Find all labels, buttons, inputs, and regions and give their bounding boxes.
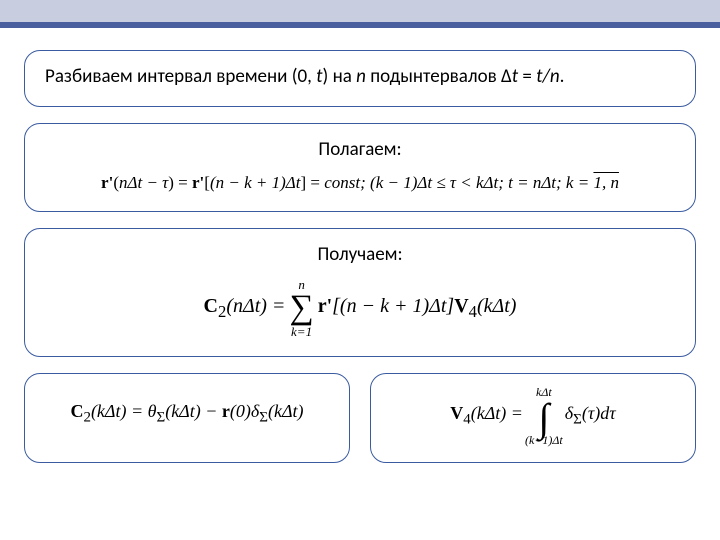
sum-expression: C2(nΔt) = n ∑ k=1 r'[(n − k + 1)Δt]V4(kΔ… — [204, 278, 517, 338]
f2-range: 1, n — [593, 173, 619, 192]
v4l-arg: (kΔt) = — [471, 403, 523, 423]
header-banner — [0, 0, 720, 28]
delta-sub: Σ — [259, 410, 268, 426]
integral-expression: V4(kΔt) = kΔt ∫ (k−1)Δt δΣ(τ)dτ — [450, 386, 616, 446]
f2-r2: r' — [192, 173, 204, 192]
intro-pre: Разбиваем интервал времени (0, — [45, 65, 316, 88]
intro-text: Разбиваем интервал времени (0, t) на n п… — [45, 65, 675, 88]
f2-brc: ] = — [300, 173, 324, 192]
v4l-sub: 4 — [463, 412, 471, 428]
intro-mid: ) на — [323, 65, 357, 88]
c2l-sym: C — [70, 401, 83, 421]
intro-n: n — [356, 65, 366, 88]
card-c2: C2(kΔt) = θΣ(kΔt) − r(0)δΣ(kΔt) — [24, 373, 350, 463]
card-assume: Полагаем: r'(nΔt − τ) = r'[(n − k + 1)Δt… — [24, 123, 696, 212]
intro-period: . — [560, 65, 565, 88]
v4-delta-sub: Σ — [573, 412, 582, 428]
intro-tn: t/n — [536, 65, 560, 88]
v-arg: (kΔt) — [477, 295, 517, 317]
f2-sep: ; (k − 1)Δt ≤ τ < kΔt; t = nΔt; k = — [360, 173, 593, 192]
card-row: C2(kΔt) = θΣ(kΔt) − r(0)δΣ(kΔt) V4(kΔt) … — [24, 373, 696, 463]
r-bracket: [(n − k + 1)Δt] — [332, 295, 454, 317]
c2-sym: C — [204, 295, 218, 317]
r-sym: r' — [318, 295, 332, 317]
sum-bot: k=1 — [291, 325, 312, 338]
v4-delta: δ — [565, 403, 573, 423]
v4-tau: (τ) — [582, 403, 600, 423]
f2-r1: r' — [101, 173, 113, 192]
assume-formula: r'(nΔt − τ) = r'[(n − k + 1)Δt] = const;… — [45, 161, 675, 193]
c2-arg: (nΔt) = — [226, 295, 285, 317]
intro-mid2: подынтервалов Δ — [366, 65, 512, 88]
v4l-sym: V — [450, 403, 463, 423]
card-v4: V4(kΔt) = kΔt ∫ (k−1)Δt δΣ(τ)dτ — [370, 373, 696, 463]
integral-symbol: kΔt ∫ (k−1)Δt — [525, 386, 563, 446]
c2-formula: C2(kΔt) = θΣ(kΔt) − r(0)δΣ(kΔt) — [41, 386, 333, 442]
obtain-formula: C2(nΔt) = n ∑ k=1 r'[(n − k + 1)Δt]V4(kΔ… — [45, 266, 675, 338]
c2l-rarg: (0)δ — [230, 401, 259, 421]
card-intro: Разбиваем интервал времени (0, t) на n п… — [24, 50, 696, 107]
c2l-tail: (kΔt) — [268, 401, 304, 421]
f2-close1: ) = — [168, 173, 192, 192]
c2l-mid: (kΔt) − — [165, 401, 222, 421]
f2-inner: (n − k + 1)Δt — [210, 173, 301, 192]
f2-const: const — [324, 173, 360, 192]
obtain-heading: Получаем: — [45, 243, 675, 266]
sigma-glyph: ∑ — [289, 291, 313, 325]
f2-rest1: Δt − τ — [128, 173, 169, 192]
card-obtain: Получаем: C2(nΔt) = n ∑ k=1 r'[(n − k + … — [24, 228, 696, 357]
c2l-arg: (kΔt) = θ — [91, 401, 157, 421]
theta-sub: Σ — [156, 410, 165, 426]
f2-n: n — [119, 173, 128, 192]
v4-dtau: dτ — [600, 403, 615, 423]
sigma-symbol: n ∑ k=1 — [289, 278, 313, 338]
c2l-r: r — [222, 401, 230, 421]
main-content: Разбиваем интервал времени (0, t) на n п… — [0, 28, 720, 463]
v-sub: 4 — [469, 302, 477, 321]
integral-glyph: ∫ — [538, 400, 549, 436]
v-sym: V — [454, 295, 468, 317]
intro-eq: = — [518, 65, 536, 88]
c2l-sub: 2 — [83, 410, 91, 426]
v4-formula: V4(kΔt) = kΔt ∫ (k−1)Δt δΣ(τ)dτ — [387, 386, 679, 446]
assume-heading: Полагаем: — [45, 138, 675, 161]
